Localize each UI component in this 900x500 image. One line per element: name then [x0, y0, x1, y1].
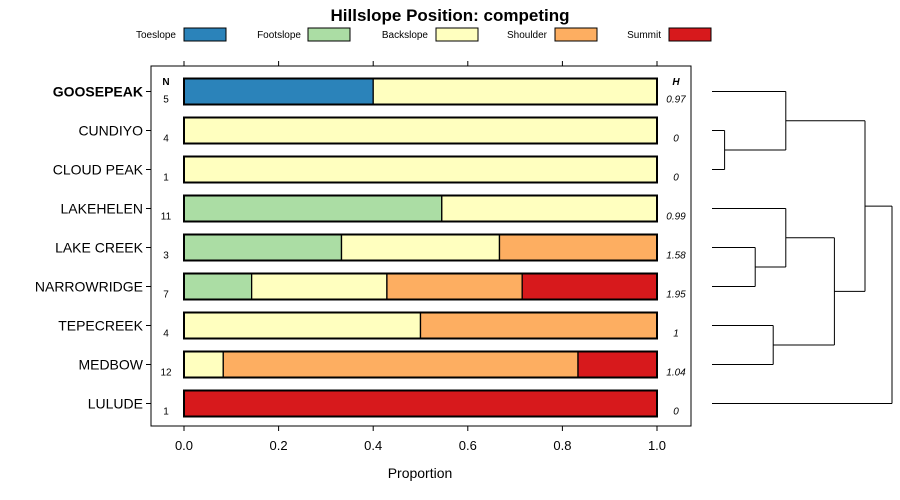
- legend-swatch-backslope: [435, 27, 479, 42]
- n-value: 3: [163, 251, 169, 262]
- bar-outline: [183, 233, 658, 262]
- bar-segment-backslope: [340, 233, 501, 262]
- bar-outline: [183, 311, 658, 340]
- bar-segment-shoulder: [222, 350, 579, 379]
- bar-outline: [183, 194, 658, 223]
- row-label: GOOSEPEAK: [53, 84, 143, 100]
- row-label: NARROWRIDGE: [35, 279, 143, 295]
- bar-segment-backslope: [183, 311, 422, 340]
- n-value: 11: [161, 212, 172, 223]
- x-tick-label: 0.8: [553, 438, 571, 453]
- legend-label-toeslope: Toeslope: [136, 30, 176, 41]
- h-value: 1: [673, 329, 679, 340]
- bar-segment-summit: [577, 350, 658, 379]
- legend-swatch-footslope: [307, 27, 351, 42]
- row-label: LAKE CREEK: [55, 240, 144, 256]
- bar-outline: [183, 116, 658, 145]
- n-value: 12: [160, 368, 172, 379]
- legend-label-footslope: Footslope: [257, 30, 301, 41]
- n-value: 1: [163, 173, 169, 184]
- x-tick-label: 0.2: [270, 438, 288, 453]
- bar-segment-backslope: [441, 194, 658, 223]
- row-label: MEDBOW: [78, 357, 143, 373]
- row-label: LULUDE: [88, 396, 143, 412]
- legend-swatch-shoulder: [554, 27, 598, 42]
- row-label: CUNDIYO: [78, 123, 143, 139]
- bar-segment-toeslope: [183, 77, 374, 106]
- bar-segment-summit: [183, 389, 658, 418]
- bar-segment-footslope: [183, 194, 443, 223]
- h-header: H: [672, 77, 680, 88]
- x-tick-label: 0.0: [175, 438, 193, 453]
- h-value: 1.95: [666, 290, 686, 301]
- h-value: 0: [673, 407, 679, 418]
- h-value: 0.97: [666, 95, 686, 106]
- bar-segment-shoulder: [386, 272, 523, 301]
- bar-segment-summit: [521, 272, 658, 301]
- bar-segment-backslope: [250, 272, 388, 301]
- bar-segment-footslope: [183, 272, 253, 301]
- n-value: 1: [163, 407, 169, 418]
- bar-segment-backslope: [183, 116, 658, 145]
- bar-segment-footslope: [183, 233, 343, 262]
- plot-frame: [150, 65, 692, 427]
- bar-outline: [183, 77, 658, 106]
- legend-label-backslope: Backslope: [382, 30, 429, 41]
- h-value: 0: [673, 173, 679, 184]
- x-tick-label: 0.6: [459, 438, 477, 453]
- bar-segment-backslope: [372, 77, 658, 106]
- x-axis-label: Proportion: [388, 465, 453, 481]
- bar-outline: [183, 272, 658, 301]
- bar-outline: [183, 155, 658, 184]
- bar-segment-shoulder: [498, 233, 658, 262]
- row-label: LAKEHELEN: [61, 201, 143, 217]
- row-label: TEPECREEK: [58, 318, 143, 334]
- n-value: 5: [163, 95, 169, 106]
- legend-swatch-summit: [668, 27, 712, 42]
- legend-swatch-toeslope: [183, 27, 227, 42]
- n-value: 4: [163, 329, 169, 340]
- legend-label-shoulder: Shoulder: [507, 30, 548, 41]
- n-header: N: [162, 77, 169, 88]
- h-value: 1.58: [666, 251, 686, 262]
- n-value: 7: [163, 290, 169, 301]
- bar-segment-backslope: [183, 155, 658, 184]
- x-tick-label: 0.4: [364, 438, 382, 453]
- n-value: 4: [163, 134, 169, 145]
- x-tick-label: 1.0: [648, 438, 666, 453]
- bar-outline: [183, 389, 658, 418]
- h-value: 1.04: [666, 368, 686, 379]
- bar-segment-shoulder: [419, 311, 658, 340]
- bar-outline: [183, 350, 658, 379]
- row-label: CLOUD PEAK: [53, 162, 144, 178]
- bar-segment-backslope: [183, 350, 224, 379]
- h-value: 0: [673, 134, 679, 145]
- h-value: 0.99: [666, 212, 686, 223]
- chart-title: Hillslope Position: competing: [331, 6, 570, 25]
- legend-label-summit: Summit: [627, 30, 661, 41]
